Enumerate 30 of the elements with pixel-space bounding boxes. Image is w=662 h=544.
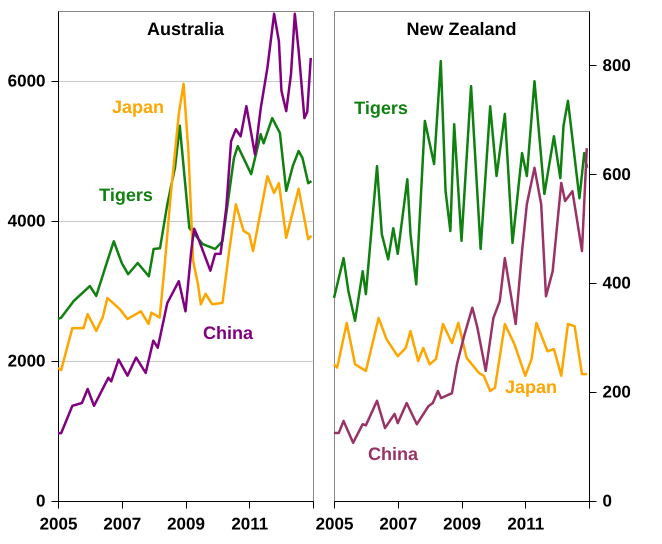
y-tick-label: 6000 — [8, 72, 46, 90]
y-tick-label: 0 — [602, 492, 612, 510]
line-series — [56, 12, 312, 434]
series-label: Tigers — [354, 98, 408, 118]
x-tick-label: 2007 — [103, 514, 142, 534]
chart-title: Australia — [146, 19, 225, 39]
series-label: China — [202, 323, 254, 343]
y-tick-label: 2000 — [8, 352, 46, 370]
text: New Zealand — [406, 19, 517, 39]
series-label: Japan — [504, 377, 558, 397]
line-series — [332, 60, 588, 322]
y-tick-label: 800 — [602, 56, 631, 75]
x-tick-label: 2009 — [443, 514, 481, 534]
series-label: Japan — [112, 97, 164, 117]
line-series — [332, 146, 588, 444]
line-series — [56, 116, 313, 320]
line-series — [56, 82, 313, 372]
x-tick-label: 2005 — [316, 514, 354, 534]
series-label: China — [368, 444, 419, 464]
x-tick-label: 2005 — [40, 514, 78, 534]
y-tick-label: 400 — [602, 274, 631, 293]
y-tick-label: 200 — [602, 382, 631, 402]
y-tick-label: 600 — [602, 164, 631, 184]
series-label: Tigers — [99, 185, 153, 205]
x-tick-label: 2011 — [231, 514, 268, 534]
x-tick-label: 2007 — [379, 514, 418, 534]
x-tick-label: 2011 — [507, 514, 544, 534]
x-tick-label: 2009 — [167, 514, 205, 534]
y-tick-label: 4000 — [8, 212, 46, 230]
y-tick-label: 0 — [36, 492, 46, 510]
